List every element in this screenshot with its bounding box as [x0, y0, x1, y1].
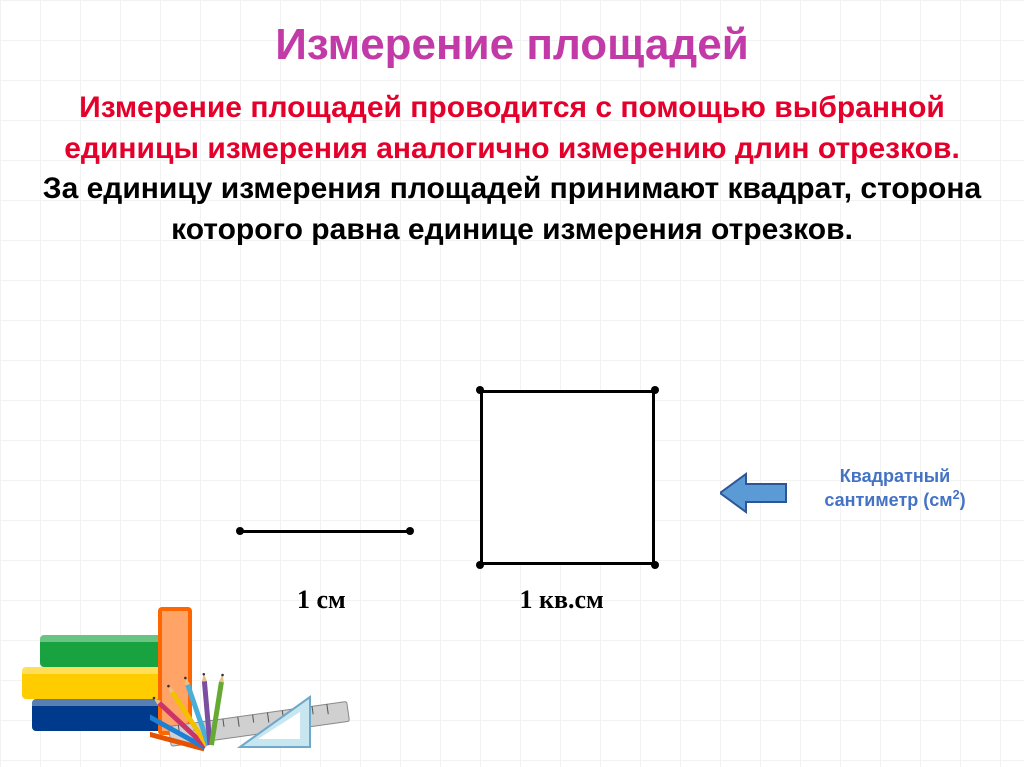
square-corner-tr: [651, 386, 659, 394]
square-label: 1 кв.см: [520, 585, 604, 615]
segment-endpoint-left: [236, 527, 244, 535]
square-corner-tl: [476, 386, 484, 394]
callout-text-prefix: Квадратный сантиметр (см: [824, 466, 952, 510]
callout-text-suffix: ): [960, 490, 966, 510]
supplies-illustration: [150, 667, 370, 757]
square-corner-bl: [476, 561, 484, 569]
callout-label: Квадратный сантиметр (см2): [800, 465, 990, 511]
slide: Измерение площадей Измерение площадей пр…: [0, 0, 1024, 767]
callout-text-sup: 2: [953, 488, 960, 502]
unit-diagram: 1 см 1 кв.см: [200, 380, 720, 660]
one-cm-segment: [240, 530, 410, 533]
square-corner-br: [651, 561, 659, 569]
segment-endpoint-right: [406, 527, 414, 535]
definition-paragraph-2: За единицу измерения площадей принимают …: [40, 169, 984, 250]
page-title: Измерение площадей: [40, 20, 984, 70]
one-sqcm-square: [480, 390, 655, 565]
segment-label: 1 см: [297, 585, 346, 615]
definition-paragraph-1: Измерение площадей проводится с помощью …: [40, 88, 984, 169]
callout-arrow-left-icon: [720, 470, 790, 516]
